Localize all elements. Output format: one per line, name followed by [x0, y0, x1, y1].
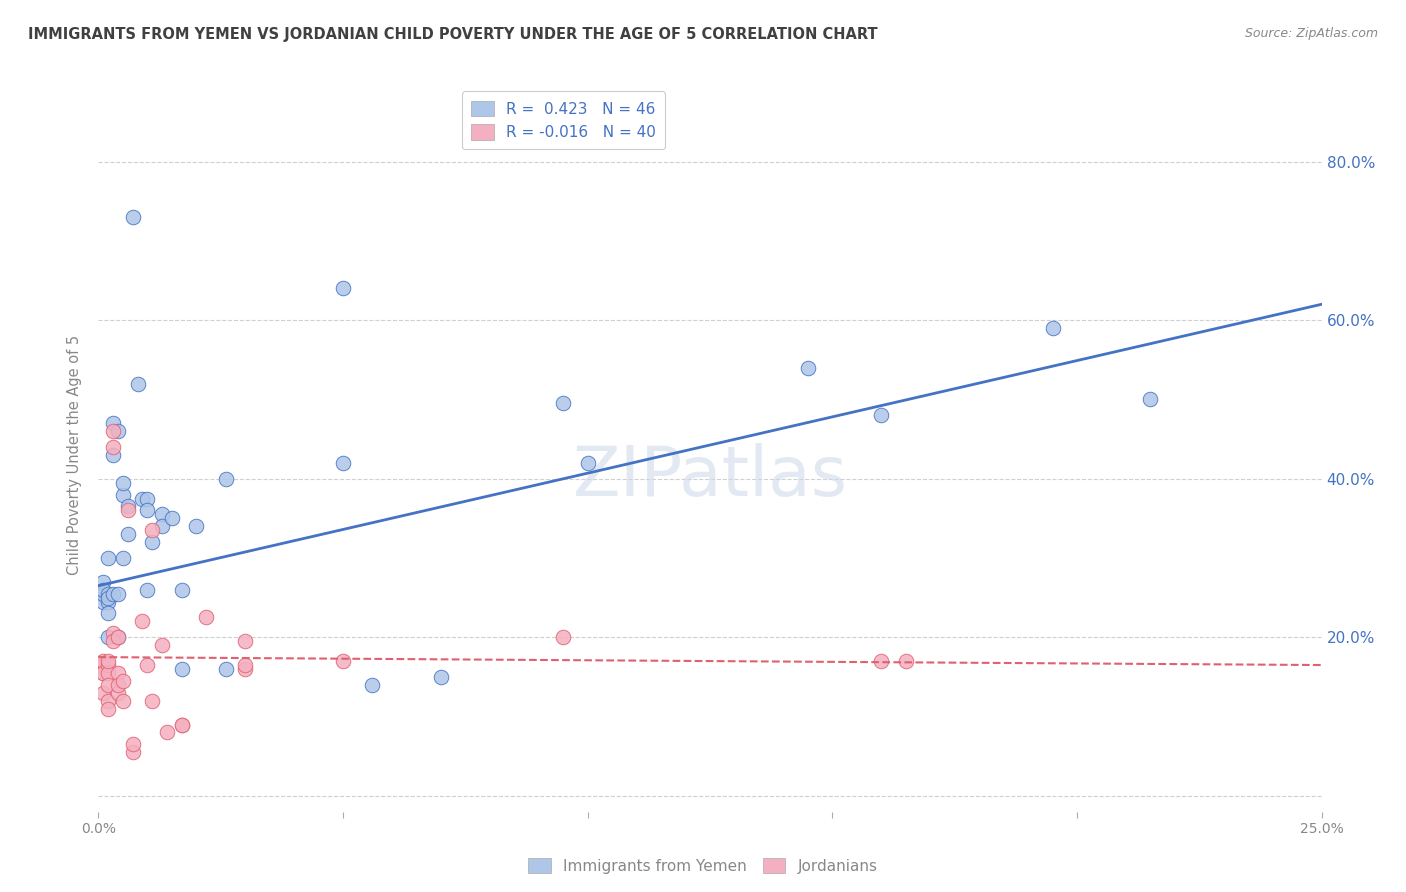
Text: IMMIGRANTS FROM YEMEN VS JORDANIAN CHILD POVERTY UNDER THE AGE OF 5 CORRELATION : IMMIGRANTS FROM YEMEN VS JORDANIAN CHILD…: [28, 27, 877, 42]
Point: [233, 658, 256, 673]
Point: [101, 587, 124, 601]
Point: [111, 694, 134, 708]
Point: [131, 491, 153, 506]
Point: [101, 416, 124, 430]
Point: [332, 281, 354, 295]
Point: [430, 670, 453, 684]
Point: [894, 654, 917, 668]
Point: [97, 678, 120, 692]
Point: [97, 591, 120, 605]
Point: [111, 673, 134, 688]
Point: [136, 491, 159, 506]
Text: ZIPatlas: ZIPatlas: [572, 442, 848, 510]
Point: [101, 440, 124, 454]
Point: [136, 503, 159, 517]
Point: [233, 634, 256, 648]
Text: Source: ZipAtlas.com: Source: ZipAtlas.com: [1244, 27, 1378, 40]
Point: [111, 475, 134, 490]
Point: [214, 472, 236, 486]
Point: [91, 686, 114, 700]
Point: [131, 615, 153, 629]
Point: [195, 610, 218, 624]
Point: [101, 448, 124, 462]
Point: [101, 634, 124, 648]
Point: [150, 519, 173, 533]
Point: [107, 630, 129, 644]
Point: [111, 487, 134, 501]
Point: [170, 717, 193, 731]
Point: [1139, 392, 1161, 407]
Point: [233, 662, 256, 676]
Point: [150, 508, 173, 522]
Point: [107, 587, 129, 601]
Point: [91, 654, 114, 668]
Point: [97, 665, 120, 680]
Point: [870, 654, 893, 668]
Point: [136, 658, 159, 673]
Point: [97, 701, 120, 715]
Point: [97, 587, 120, 601]
Point: [141, 694, 163, 708]
Point: [91, 587, 114, 601]
Point: [553, 396, 575, 410]
Point: [91, 665, 114, 680]
Point: [870, 409, 893, 423]
Point: [97, 654, 120, 668]
Point: [170, 662, 193, 676]
Point: [160, 511, 183, 525]
Point: [170, 717, 193, 731]
Point: [91, 658, 114, 673]
Point: [1042, 321, 1064, 335]
Point: [101, 626, 124, 640]
Point: [107, 665, 129, 680]
Point: [127, 376, 149, 391]
Point: [91, 665, 114, 680]
Point: [97, 658, 120, 673]
Point: [332, 654, 354, 668]
Point: [121, 745, 143, 759]
Point: [170, 582, 193, 597]
Point: [97, 551, 120, 566]
Point: [97, 607, 120, 621]
Point: [136, 582, 159, 597]
Point: [797, 360, 820, 375]
Point: [156, 725, 179, 739]
Point: [214, 662, 236, 676]
Point: [91, 594, 114, 608]
Y-axis label: Child Poverty Under the Age of 5: Child Poverty Under the Age of 5: [67, 334, 83, 575]
Point: [121, 737, 143, 751]
Point: [553, 630, 575, 644]
Point: [111, 551, 134, 566]
Point: [97, 630, 120, 644]
Point: [332, 456, 354, 470]
Point: [117, 527, 139, 541]
Point: [97, 594, 120, 608]
Point: [117, 503, 139, 517]
Point: [141, 535, 163, 549]
Point: [121, 210, 143, 224]
Point: [107, 630, 129, 644]
Point: [107, 424, 129, 438]
Point: [150, 638, 173, 652]
Point: [91, 582, 114, 597]
Point: [101, 424, 124, 438]
Point: [117, 500, 139, 514]
Point: [107, 678, 129, 692]
Legend: Immigrants from Yemen, Jordanians: Immigrants from Yemen, Jordanians: [522, 852, 884, 880]
Point: [107, 686, 129, 700]
Legend: R =  0.423   N = 46, R = -0.016   N = 40: R = 0.423 N = 46, R = -0.016 N = 40: [461, 92, 665, 150]
Point: [186, 519, 208, 533]
Point: [361, 678, 384, 692]
Point: [141, 523, 163, 537]
Point: [576, 456, 599, 470]
Point: [97, 694, 120, 708]
Point: [91, 574, 114, 589]
